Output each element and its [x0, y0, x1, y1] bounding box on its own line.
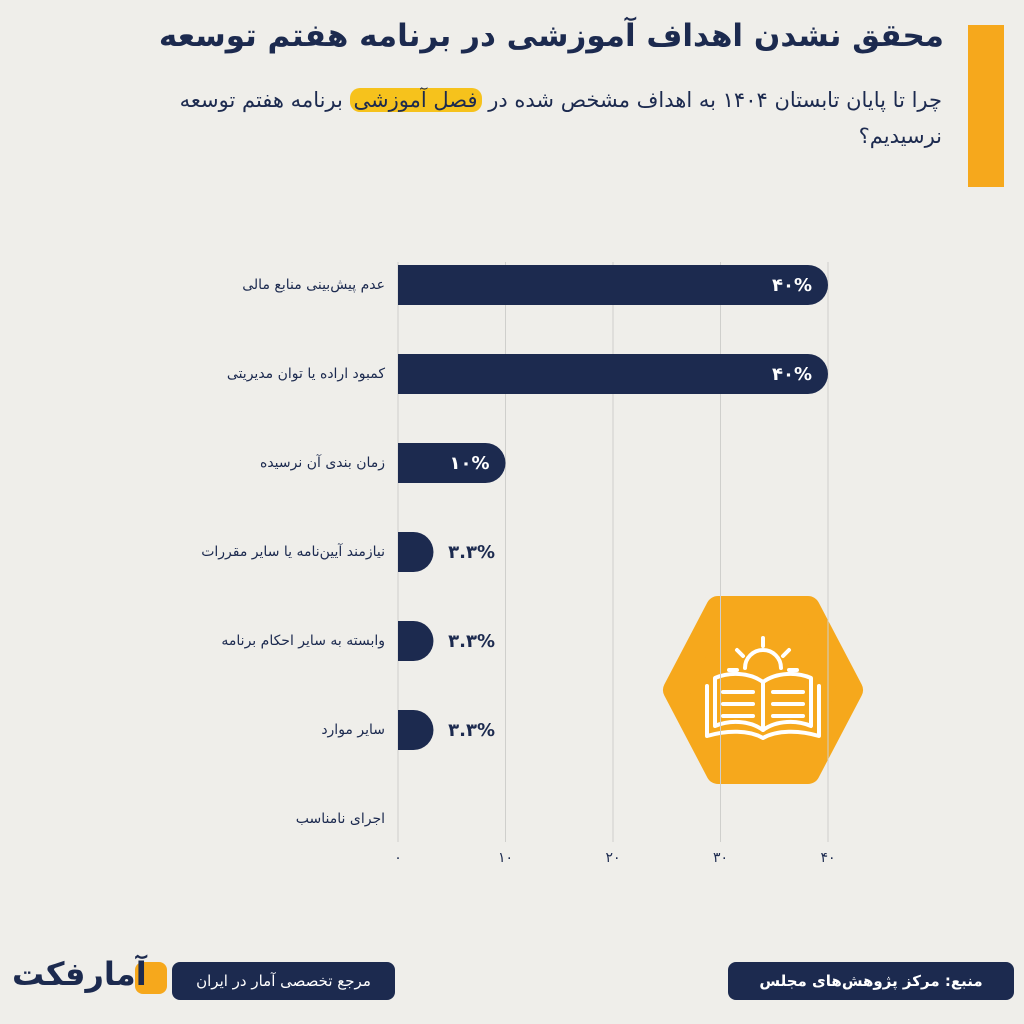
value-label: ۴۰% [772, 364, 812, 385]
bar [398, 532, 434, 572]
source: منبع: مرکز پژوهش‌های مجلس [728, 962, 1014, 1000]
book-icon [663, 596, 863, 784]
value-label: ۳.۳% [448, 542, 495, 563]
x-tick-label: ۰ [394, 850, 402, 866]
subtitle-text: برنامه هفتم توسعه نرسیدیم؟ [179, 88, 942, 148]
category-label: اجرای نامناسب [296, 811, 385, 827]
plot: ۰ ۱۰ ۲۰ ۳۰ ۴۰ عدم پیش‌بینی منابع مالی ۴۰% کمبود… [201, 262, 836, 866]
category-label: سایر موارد [321, 722, 385, 738]
value-label: ۱۰% [449, 453, 489, 474]
value-label: ۳.۳% [448, 631, 495, 652]
tagline: مرجع تخصصی آمار در ایران [172, 962, 395, 1000]
x-tick-label: ۱۰ [498, 850, 513, 866]
category-label: نیازمند آیین‌نامه یا سایر مقررات [201, 543, 385, 560]
bar [398, 443, 506, 483]
x-tick-label: ۳۰ [713, 850, 728, 866]
accent-bar [968, 25, 1004, 187]
subtitle-highlight: فصل آموزشی [349, 88, 482, 112]
bar [398, 354, 828, 394]
bar [398, 621, 434, 661]
title: محقق نشدن اهداف آموزشی در برنامه هفتم تو… [158, 18, 944, 54]
value-label: ۴۰% [772, 275, 812, 296]
category-label: وابسته به سایر احکام برنامه [221, 633, 385, 649]
category-label: زمان بندی آن نرسیده [260, 454, 385, 471]
brand-icon [135, 962, 167, 994]
category-label: عدم پیش‌بینی منابع مالی [242, 277, 385, 293]
bar [398, 710, 434, 750]
x-tick-label: ۲۰ [605, 850, 620, 866]
category-label: کمبود اراده یا توان مدیریتی [227, 366, 385, 382]
x-tick-label: ۴۰ [820, 850, 835, 866]
brand: آمارفکت [12, 955, 147, 993]
subtitle-text: چرا تا پایان تابستان ۱۴۰۴ به اهداف مشخص … [481, 88, 942, 112]
bar [398, 265, 828, 305]
subtitle: چرا تا پایان تابستان ۱۴۰۴ به اهداف مشخص … [92, 82, 942, 154]
value-label: ۳.۳% [448, 720, 495, 741]
